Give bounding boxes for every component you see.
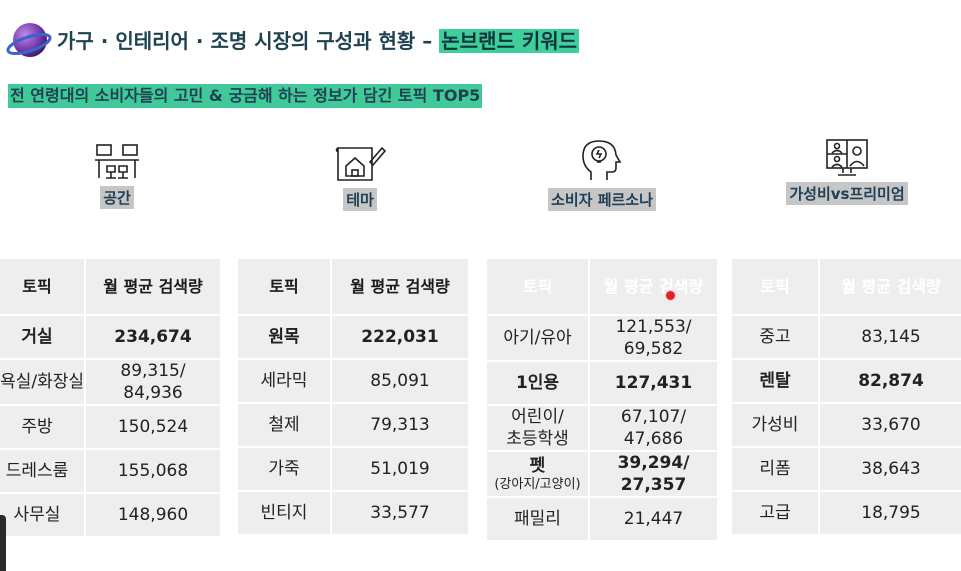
topic-cell: 드레스룸	[0, 450, 84, 492]
volume-cell: 21,447	[590, 498, 717, 540]
topic-cell: 어린이/ 초등학생	[487, 406, 588, 450]
topic-table-persona: 토픽 월 평균 검색량 아기/유아 121,553/ 69,582 1인용 12…	[485, 257, 719, 542]
table-row: 드레스룸 155,068	[0, 450, 220, 492]
head-idea-icon	[582, 140, 622, 180]
planet-logo-icon	[6, 23, 52, 57]
volume-cell: 67,107/ 47,686	[590, 406, 717, 450]
table-row: 사무실 148,960	[0, 494, 220, 536]
category-label: 소비자 페르소나	[548, 188, 656, 211]
volume-cell: 39,294/ 27,357	[590, 452, 717, 496]
table-row: 리폼 38,643	[732, 448, 961, 490]
volume-cell: 127,431	[590, 362, 717, 404]
topic-cell: 주방	[0, 406, 84, 448]
volume-cell: 51,019	[332, 448, 468, 490]
volume-cell: 82,874	[820, 360, 961, 402]
table-row: 펫 (강아지/고양이) 39,294/ 27,357	[487, 452, 717, 496]
volume-cell: 85,091	[332, 360, 468, 402]
house-blueprint-icon	[335, 146, 386, 181]
topic-cell: 렌탈	[732, 360, 818, 402]
volume-cell: 38,643	[820, 448, 961, 490]
topic-cell: 1인용	[487, 362, 588, 404]
topic-cell: 욕실/화장실	[0, 360, 84, 404]
volume-cell: 33,670	[820, 404, 961, 446]
pointer-cursor	[665, 290, 676, 301]
table-row: 렌탈 82,874	[732, 360, 961, 402]
volume-cell: 79,313	[332, 404, 468, 446]
topic-cell: 사무실	[0, 494, 84, 536]
topic-cell: 중고	[732, 316, 818, 358]
topic-cell: 가성비	[732, 404, 818, 446]
topic-cell: 리폼	[732, 448, 818, 490]
title-main: 가구 · 인테리어 · 조명 시장의 구성과 현황 –	[57, 29, 440, 53]
table-header-row: 토픽 월 평균 검색량	[238, 259, 468, 314]
volume-cell: 121,553/ 69,582	[590, 316, 717, 360]
volume-cell: 18,795	[820, 492, 961, 534]
table-row: 욕실/화장실 89,315/ 84,936	[0, 360, 220, 404]
page-title: 가구 · 인테리어 · 조명 시장의 구성과 현황 – 논브랜드 키워드	[57, 26, 580, 56]
volume-cell: 222,031	[332, 316, 468, 358]
column-header-volume: 월 평균 검색량	[86, 259, 220, 314]
column-header-topic: 토픽	[732, 259, 818, 314]
table-row: 어린이/ 초등학생 67,107/ 47,686	[487, 406, 717, 450]
topic-sub: (강아지/고양이)	[494, 477, 581, 492]
category-value-premium: 가성비vs프리미엄	[757, 138, 937, 205]
topic-cell: 거실	[0, 316, 84, 358]
table-row: 원목 222,031	[238, 316, 468, 358]
category-persona: 소비자 페르소나	[512, 138, 692, 211]
column-header-volume: 월 평균 검색량	[820, 259, 961, 314]
topic-cell: 펫 (강아지/고양이)	[487, 452, 588, 496]
presenter-edge	[0, 515, 6, 571]
topic-cell: 패밀리	[487, 498, 588, 540]
table-header-row: 토픽 월 평균 검색량	[732, 259, 961, 314]
table-header-row: 토픽 월 평균 검색량	[0, 259, 220, 314]
column-header-topic: 토픽	[487, 259, 588, 314]
volume-cell: 33,577	[332, 492, 468, 534]
table-row: 가성비 33,670	[732, 404, 961, 446]
topic-cell: 세라믹	[238, 360, 330, 402]
category-label: 공간	[100, 186, 134, 209]
table-row: 주방 150,524	[0, 406, 220, 448]
table-row: 고급 18,795	[732, 492, 961, 534]
topic-cell: 아기/유아	[487, 316, 588, 360]
topic-cell: 빈티지	[238, 492, 330, 534]
column-header-topic: 토픽	[238, 259, 330, 314]
topic-table-theme: 토픽 월 평균 검색량 원목 222,031 세라믹 85,091 철제 79,…	[236, 257, 470, 536]
video-meeting-icon	[826, 139, 868, 176]
volume-cell: 89,315/ 84,936	[86, 360, 220, 404]
topic-cell: 가죽	[238, 448, 330, 490]
table-row: 빈티지 33,577	[238, 492, 468, 534]
topic-cell: 철제	[238, 404, 330, 446]
category-theme: 테마	[270, 142, 450, 211]
topic-cell: 원목	[238, 316, 330, 358]
volume-cell: 148,960	[86, 494, 220, 536]
topic-table-space: 토픽 월 평균 검색량 거실 234,674 욕실/화장실 89,315/ 84…	[0, 257, 222, 538]
table-row: 패밀리 21,447	[487, 498, 717, 540]
topic-cell: 고급	[732, 492, 818, 534]
title-highlight: 논브랜드 키워드	[439, 29, 580, 53]
page-subtitle: 전 연령대의 소비자들의 고민 & 궁금해 하는 정보가 담긴 토픽 TOP5	[8, 84, 483, 108]
category-label: 가성비vs프리미엄	[786, 182, 908, 205]
volume-cell: 234,674	[86, 316, 220, 358]
table-row: 철제 79,313	[238, 404, 468, 446]
table-row: 거실 234,674	[0, 316, 220, 358]
volume-cell: 155,068	[86, 450, 220, 492]
topic-table-value-premium: 토픽 월 평균 검색량 중고 83,145 렌탈 82,874 가성비 33,6…	[730, 257, 961, 536]
table-header-row: 토픽 월 평균 검색량	[487, 259, 717, 314]
column-header-topic: 토픽	[0, 259, 84, 314]
topic-main: 펫	[529, 456, 546, 476]
category-space: 공간	[27, 142, 207, 209]
column-header-volume: 월 평균 검색량	[590, 259, 717, 314]
table-row: 아기/유아 121,553/ 69,582	[487, 316, 717, 360]
table-row: 중고 83,145	[732, 316, 961, 358]
table-row: 세라믹 85,091	[238, 360, 468, 402]
category-label: 테마	[343, 188, 377, 211]
volume-cell: 150,524	[86, 406, 220, 448]
table-row: 가죽 51,019	[238, 448, 468, 490]
column-header-volume: 월 평균 검색량	[332, 259, 468, 314]
office-desk-icon	[95, 144, 139, 179]
volume-cell: 83,145	[820, 316, 961, 358]
table-row: 1인용 127,431	[487, 362, 717, 404]
